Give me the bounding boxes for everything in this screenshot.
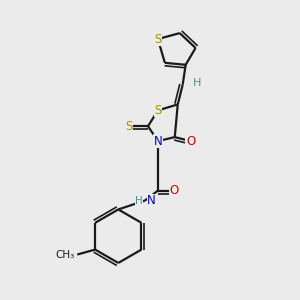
Text: S: S	[154, 32, 162, 46]
Text: N: N	[154, 135, 162, 148]
Text: S: S	[154, 104, 162, 117]
Text: H: H	[135, 196, 143, 206]
Text: O: O	[169, 184, 178, 197]
Text: H: H	[192, 78, 201, 88]
Text: O: O	[186, 135, 195, 148]
Text: CH₃: CH₃	[55, 250, 74, 260]
Text: N: N	[147, 194, 156, 207]
Text: S: S	[125, 120, 133, 133]
